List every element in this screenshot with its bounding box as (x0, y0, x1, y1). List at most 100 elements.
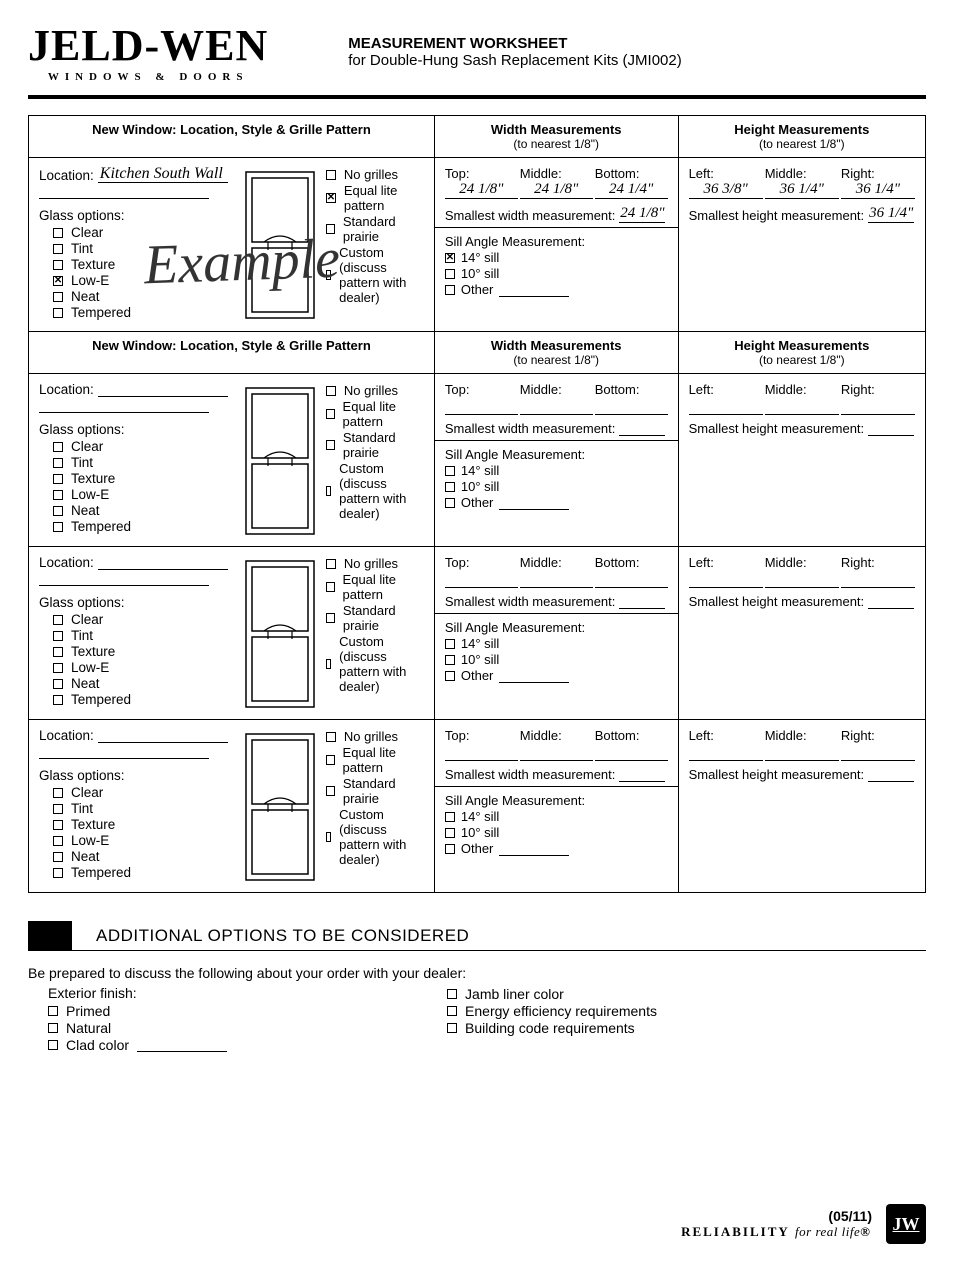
width-top-input[interactable] (445, 397, 518, 415)
location-input-2[interactable] (39, 572, 209, 586)
smallest-height-input[interactable]: 36 1/4" (868, 205, 914, 223)
width-bottom-input[interactable] (595, 743, 668, 761)
checkbox-custom[interactable] (326, 270, 331, 280)
checkbox-lowe[interactable] (53, 276, 63, 286)
location-input-2[interactable] (39, 185, 209, 199)
location-input-2[interactable] (39, 399, 209, 413)
checkbox-equal-lite[interactable] (326, 409, 335, 419)
checkbox-sill-10[interactable] (445, 482, 455, 492)
checkbox-no-grilles[interactable] (326, 386, 336, 396)
checkbox-equal-lite[interactable] (326, 193, 336, 203)
checkbox-tempered[interactable] (53, 522, 63, 532)
height-left-input[interactable]: 36 3/8" (689, 181, 763, 199)
checkbox-clear[interactable] (53, 442, 63, 452)
checkbox-clear[interactable] (53, 228, 63, 238)
checkbox-lowe[interactable] (53, 663, 63, 673)
checkbox-equal-lite[interactable] (326, 582, 335, 592)
checkbox-jamb[interactable] (447, 989, 457, 999)
checkbox-tint[interactable] (53, 631, 63, 641)
sill-other-input[interactable] (499, 669, 569, 683)
smallest-height-input[interactable] (868, 435, 914, 436)
checkbox-tint[interactable] (53, 804, 63, 814)
height-left-input[interactable] (689, 743, 763, 761)
checkbox-sill-other[interactable] (445, 671, 455, 681)
location-input[interactable]: Kitchen South Wall (98, 166, 228, 183)
checkbox-texture[interactable] (53, 474, 63, 484)
checkbox-sill-10[interactable] (445, 828, 455, 838)
height-left-input[interactable] (689, 397, 763, 415)
checkbox-custom[interactable] (326, 486, 331, 496)
checkbox-primed[interactable] (48, 1006, 58, 1016)
checkbox-no-grilles[interactable] (326, 732, 336, 742)
checkbox-tempered[interactable] (53, 695, 63, 705)
checkbox-clear[interactable] (53, 788, 63, 798)
checkbox-no-grilles[interactable] (326, 170, 336, 180)
height-right-input[interactable] (841, 397, 915, 415)
width-bottom-input[interactable]: 24 1/4" (595, 181, 668, 199)
width-top-input[interactable] (445, 570, 518, 588)
checkbox-std-prairie[interactable] (326, 613, 335, 623)
width-bottom-input[interactable] (595, 570, 668, 588)
height-middle-input[interactable] (765, 570, 839, 588)
checkbox-neat[interactable] (53, 852, 63, 862)
checkbox-lowe[interactable] (53, 836, 63, 846)
checkbox-natural[interactable] (48, 1023, 58, 1033)
sill-other-input[interactable] (499, 496, 569, 510)
checkbox-sill-10[interactable] (445, 269, 455, 279)
width-top-input[interactable] (445, 743, 518, 761)
checkbox-energy[interactable] (447, 1006, 457, 1016)
sill-other-input[interactable] (499, 842, 569, 856)
checkbox-building[interactable] (447, 1023, 457, 1033)
width-middle-input[interactable] (520, 570, 593, 588)
checkbox-sill-14[interactable] (445, 639, 455, 649)
checkbox-custom[interactable] (326, 832, 331, 842)
location-input[interactable] (98, 729, 228, 743)
checkbox-custom[interactable] (326, 659, 331, 669)
checkbox-sill-14[interactable] (445, 466, 455, 476)
height-right-input[interactable] (841, 743, 915, 761)
checkbox-clear[interactable] (53, 615, 63, 625)
height-middle-input[interactable]: 36 1/4" (765, 181, 839, 199)
checkbox-texture[interactable] (53, 647, 63, 657)
width-middle-input[interactable]: 24 1/8" (520, 181, 593, 199)
height-left-input[interactable] (689, 570, 763, 588)
smallest-height-input[interactable] (868, 608, 914, 609)
location-input[interactable] (98, 556, 228, 570)
checkbox-sill-14[interactable] (445, 812, 455, 822)
checkbox-sill-other[interactable] (445, 844, 455, 854)
checkbox-std-prairie[interactable] (326, 224, 335, 234)
checkbox-tint[interactable] (53, 244, 63, 254)
location-input[interactable] (98, 383, 228, 397)
location-input-2[interactable] (39, 745, 209, 759)
checkbox-sill-14[interactable] (445, 253, 455, 263)
checkbox-clad-color[interactable] (48, 1040, 58, 1050)
smallest-width-input[interactable]: 24 1/8" (619, 205, 665, 223)
checkbox-equal-lite[interactable] (326, 755, 335, 765)
smallest-width-input[interactable] (619, 435, 665, 436)
width-bottom-input[interactable] (595, 397, 668, 415)
height-right-input[interactable]: 36 1/4" (841, 181, 915, 199)
checkbox-lowe[interactable] (53, 490, 63, 500)
width-middle-input[interactable] (520, 743, 593, 761)
checkbox-sill-other[interactable] (445, 498, 455, 508)
height-right-input[interactable] (841, 570, 915, 588)
checkbox-no-grilles[interactable] (326, 559, 336, 569)
clad-color-input[interactable] (137, 1038, 227, 1052)
checkbox-texture[interactable] (53, 820, 63, 830)
smallest-height-input[interactable] (868, 781, 914, 782)
checkbox-sill-other[interactable] (445, 285, 455, 295)
width-top-input[interactable]: 24 1/8" (445, 181, 518, 199)
checkbox-tempered[interactable] (53, 868, 63, 878)
smallest-width-input[interactable] (619, 608, 665, 609)
height-middle-input[interactable] (765, 743, 839, 761)
checkbox-tint[interactable] (53, 458, 63, 468)
height-middle-input[interactable] (765, 397, 839, 415)
checkbox-tempered[interactable] (53, 308, 63, 318)
smallest-width-input[interactable] (619, 781, 665, 782)
checkbox-texture[interactable] (53, 260, 63, 270)
checkbox-std-prairie[interactable] (326, 786, 335, 796)
sill-other-input[interactable] (499, 283, 569, 297)
checkbox-sill-10[interactable] (445, 655, 455, 665)
checkbox-neat[interactable] (53, 679, 63, 689)
checkbox-std-prairie[interactable] (326, 440, 335, 450)
